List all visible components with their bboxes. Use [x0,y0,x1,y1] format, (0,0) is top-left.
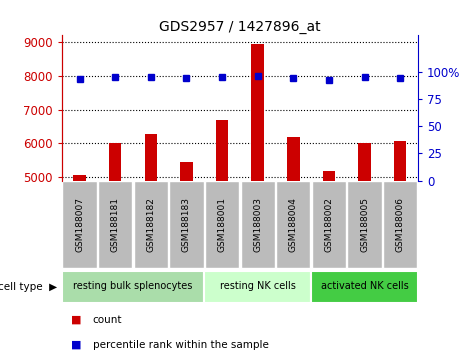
Text: GSM188182: GSM188182 [146,197,155,252]
Bar [180,162,193,181]
Text: percentile rank within the sample: percentile rank within the sample [93,340,268,350]
Bar [134,181,168,268]
Bar [312,181,346,268]
Text: ■: ■ [71,340,82,350]
Text: activated NK cells: activated NK cells [321,281,408,291]
Bar [347,181,382,268]
Text: GSM188004: GSM188004 [289,197,298,252]
Text: GSM188001: GSM188001 [218,197,227,252]
Text: cell type  ▶: cell type ▶ [0,282,57,292]
Text: resting NK cells: resting NK cells [220,281,295,291]
Text: GSM188181: GSM188181 [111,197,120,252]
Text: GSM188183: GSM188183 [182,197,191,252]
Bar [287,137,300,181]
Text: GSM188002: GSM188002 [324,197,333,252]
Bar [276,181,310,268]
Bar [216,120,228,181]
Bar [204,271,311,303]
Text: GSM188005: GSM188005 [360,197,369,252]
Text: count: count [93,315,122,325]
Bar [73,175,86,181]
Text: GSM188007: GSM188007 [75,197,84,252]
Bar [144,134,157,181]
Bar [109,143,122,181]
Text: GSM188003: GSM188003 [253,197,262,252]
Bar [323,171,335,181]
Bar [169,181,203,268]
Bar [62,271,204,303]
Bar [394,141,407,181]
Text: GSM188006: GSM188006 [396,197,405,252]
Text: ■: ■ [71,315,82,325]
Text: resting bulk splenocytes: resting bulk splenocytes [73,281,193,291]
Bar [311,271,418,303]
Bar [98,181,132,268]
Bar [383,181,418,268]
Bar [205,181,239,268]
Title: GDS2957 / 1427896_at: GDS2957 / 1427896_at [159,21,321,34]
Bar [240,181,275,268]
Bar [251,44,264,181]
Bar [358,143,371,181]
Bar [63,181,97,268]
